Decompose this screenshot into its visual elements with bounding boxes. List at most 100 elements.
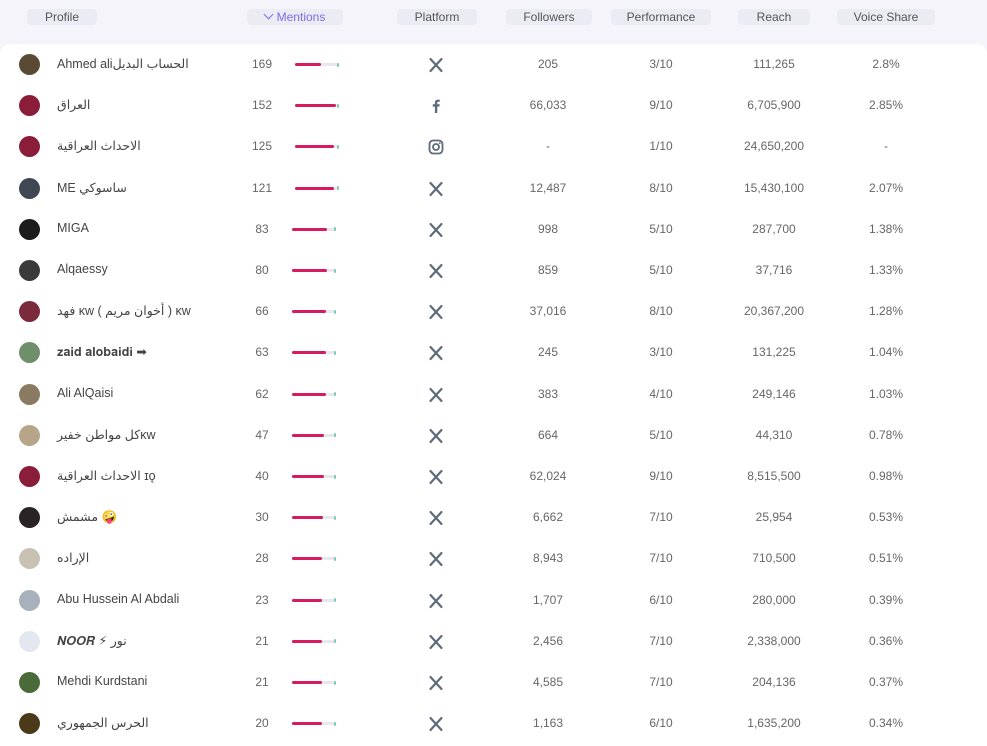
column-header-platform[interactable]: Platform — [397, 9, 477, 25]
avatar[interactable] — [19, 466, 40, 487]
column-header-mentions[interactable]: Mentions — [247, 9, 343, 25]
profile-name[interactable]: Mehdi Kurdstani — [57, 674, 148, 688]
x-icon[interactable] — [426, 179, 446, 199]
mentions-bar — [292, 598, 336, 603]
profile-name[interactable]: Ali AlQaisi — [57, 385, 114, 400]
table-row[interactable]: الحرس الجمهوري 20 1,163 6/10 1,635,200 0.34% — [0, 703, 987, 744]
avatar[interactable] — [19, 672, 40, 693]
profiles-table: Ahmed aliالحساب البديل 169 205 3/10 111,265 2… — [0, 44, 987, 746]
performance-value: 9/10 — [649, 469, 673, 483]
performance-value: 9/10 — [649, 98, 673, 113]
profile-name[interactable]: 𝐳𝐚𝐢𝐝 𝐚𝐥𝐨𝐛𝐚𝐢𝐝𝐢 ➡ — [57, 345, 147, 360]
table-row[interactable]: الإراده 28 8,943 7/10 710,500 0.51% — [0, 538, 987, 579]
table-row[interactable]: مشمش 🤪 30 6,662 7/10 25,954 0.53% — [0, 497, 987, 538]
mentions-count: 30 — [255, 510, 269, 525]
avatar[interactable] — [19, 589, 40, 611]
table-row[interactable]: 𝐳𝐚𝐢𝐝 𝐚𝐥𝐨𝐛𝐚𝐢𝐝𝐢 ➡ 63 245 3/10 131,225 1.04% — [0, 332, 987, 373]
avatar[interactable] — [19, 548, 40, 570]
table-row[interactable]: Alqaessy 80 859 5/10 37,716 1.33% — [0, 250, 987, 291]
x-icon[interactable] — [426, 343, 446, 363]
avatar[interactable] — [19, 424, 40, 446]
x-icon[interactable] — [426, 426, 446, 446]
x-icon[interactable] — [426, 673, 446, 693]
table-row[interactable]: الاحداث العراقية ɪǫ 40 62,024 9/10 8,515,500… — [0, 456, 987, 497]
mentions-count: 83 — [255, 221, 269, 236]
avatar[interactable] — [19, 260, 40, 281]
performance-value: 5/10 — [649, 263, 673, 277]
x-icon[interactable] — [426, 261, 446, 281]
x-icon[interactable] — [426, 55, 446, 75]
mentions-bar-fill — [292, 433, 325, 437]
performance-value: 7/10 — [649, 633, 673, 648]
table-row[interactable]: Ahmed aliالحساب البديل 169 205 3/10 111,265 2… — [0, 44, 987, 85]
reach-value: 37,716 — [755, 263, 793, 277]
facebook-icon[interactable] — [426, 96, 446, 116]
instagram-icon[interactable] — [426, 137, 446, 157]
table-row[interactable]: كل مواطن خفيرᴋᴡ 47 664 5/10 44,310 0.78% — [0, 415, 987, 456]
table-row[interactable]: العراق 152 66,033 9/10 6,705,900 2.85% — [0, 85, 987, 126]
avatar[interactable] — [19, 136, 40, 158]
profile-name[interactable]: كل مواطن خفيرᴋᴡ — [57, 427, 156, 442]
voice-share-value: 0.53% — [868, 510, 904, 525]
table-row[interactable]: ME ساسوكي 121 12,487 8/10 15,430,100 2.07% — [0, 168, 987, 209]
x-icon[interactable] — [426, 549, 446, 569]
avatar[interactable] — [19, 301, 40, 323]
followers-value: 859 — [537, 263, 559, 277]
x-icon[interactable] — [426, 632, 446, 652]
column-header-reach[interactable]: Reach — [738, 9, 810, 25]
table-row[interactable]: Abu Hussein Al Abdali 23 1,707 6/10 280,000 0… — [0, 580, 987, 621]
mentions-bar-tip — [337, 62, 339, 67]
x-icon[interactable] — [426, 220, 446, 240]
avatar[interactable] — [19, 95, 40, 117]
x-icon[interactable] — [426, 385, 446, 405]
profile-name[interactable]: الاحداث العراقية ɪǫ — [57, 469, 156, 483]
profile-name[interactable]: العراق — [57, 98, 91, 113]
performance-value: 1/10 — [649, 139, 673, 154]
profile-name[interactable]: الحرس الجمهوري — [57, 716, 149, 731]
column-header-followers[interactable]: Followers — [506, 9, 592, 25]
avatar[interactable] — [19, 177, 40, 199]
profile-name[interactable]: Abu Hussein Al Abdali — [57, 591, 180, 606]
profile-name[interactable]: Ahmed aliالحساب البديل — [57, 57, 189, 71]
reach-value: 111,265 — [753, 57, 795, 71]
mentions-count: 121 — [251, 180, 273, 195]
x-icon[interactable] — [426, 508, 446, 528]
profile-name[interactable]: Alqaessy — [57, 262, 108, 276]
followers-value: 62,024 — [529, 469, 567, 483]
profile-name[interactable]: فهد ᴋᴡ ( أخوان مريم ) ᴋᴡ — [57, 304, 191, 319]
x-icon[interactable] — [426, 714, 446, 734]
x-icon[interactable] — [426, 467, 446, 487]
table-row[interactable]: 𝑵𝑶𝑶𝑹 ⚡ نور 21 2,456 7/10 2,338,000 0.36% — [0, 621, 987, 662]
profile-name[interactable]: MIGA — [57, 220, 89, 235]
profile-name[interactable]: الاحداث العراقية — [57, 139, 141, 154]
avatar[interactable] — [19, 507, 40, 529]
reach-value: 204,136 — [752, 675, 796, 689]
table-row[interactable]: فهد ᴋᴡ ( أخوان مريم ) ᴋᴡ 66 37,016 8/10 20,3… — [0, 291, 987, 332]
avatar[interactable] — [19, 54, 40, 75]
mentions-bar — [292, 639, 336, 644]
profile-name[interactable]: ME ساسوكي — [57, 180, 127, 195]
profile-name[interactable]: مشمش 🤪 — [57, 510, 118, 525]
mentions-bar — [292, 721, 336, 726]
avatar[interactable] — [19, 218, 40, 240]
mentions-count: 80 — [255, 263, 269, 277]
mentions-bar-fill — [292, 681, 322, 684]
column-header-profile[interactable]: Profile — [27, 9, 97, 25]
performance-value: 3/10 — [649, 57, 673, 71]
mentions-count: 62 — [255, 386, 269, 401]
column-header-performance[interactable]: Performance — [611, 9, 711, 25]
avatar[interactable] — [19, 630, 40, 652]
followers-value: - — [546, 139, 550, 154]
table-row[interactable]: MIGA 83 998 5/10 287,700 1.38% — [0, 209, 987, 250]
table-row[interactable]: Ali AlQaisi 62 383 4/10 249,146 1.03% — [0, 374, 987, 415]
profile-name[interactable]: الإراده — [57, 551, 90, 566]
x-icon[interactable] — [426, 302, 446, 322]
column-header-voice-share[interactable]: Voice Share — [837, 9, 935, 25]
profile-name[interactable]: 𝑵𝑶𝑶𝑹 ⚡ نور — [57, 633, 127, 648]
table-row[interactable]: Mehdi Kurdstani 21 4,585 7/10 204,136 0.37% — [0, 662, 987, 703]
avatar[interactable] — [19, 342, 40, 364]
table-row[interactable]: الاحداث العراقية 125 - 1/10 24,650,200 - — [0, 126, 987, 167]
avatar[interactable] — [19, 713, 40, 735]
x-icon[interactable] — [426, 591, 446, 611]
avatar[interactable] — [19, 383, 40, 405]
